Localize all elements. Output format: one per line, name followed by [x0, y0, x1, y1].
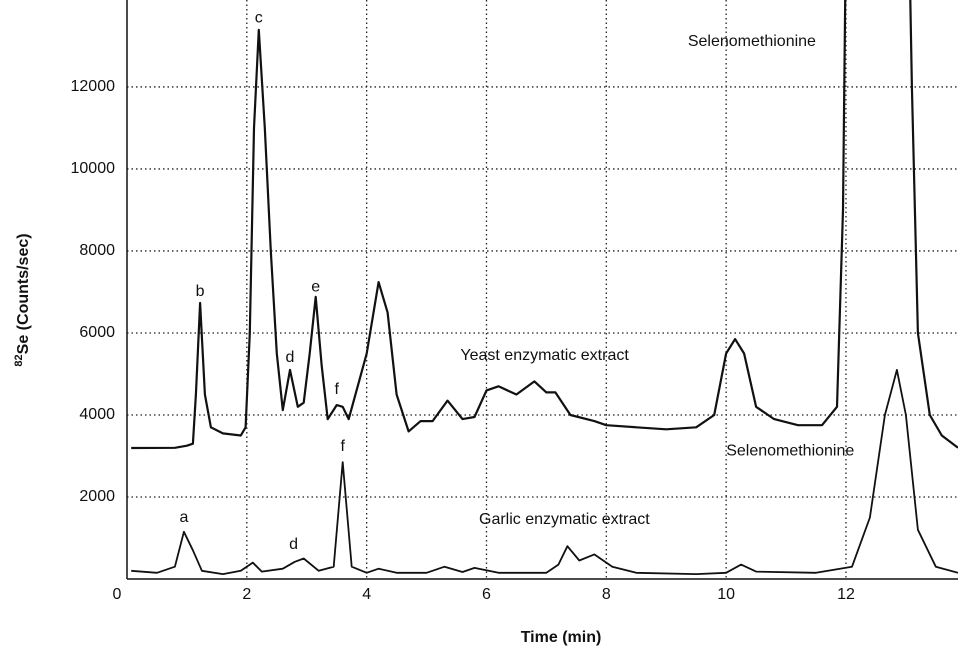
annotation: f: [334, 381, 339, 398]
annotation: e: [311, 278, 320, 295]
x-axis-label: Time (min): [521, 629, 602, 646]
y-tick-label: 2000: [79, 488, 115, 505]
x-tick-label: 6: [482, 586, 491, 603]
y-axis-label-text: Se (Counts/sec): [15, 233, 32, 354]
annotation: Selenomethionine: [688, 33, 816, 50]
y-tick-label: 8000: [79, 242, 115, 259]
series-line: [131, 369, 958, 575]
annotation: Selenomethionine: [726, 442, 854, 459]
annotation: c: [255, 9, 263, 26]
series-label: Yeast enzymatic extract: [460, 347, 629, 364]
x-tick-label: 12: [837, 586, 855, 603]
annotation: f: [340, 438, 345, 455]
x-tick-label: 2: [242, 586, 251, 603]
y-tick-label: 6000: [79, 324, 115, 341]
x-tick-label: 10: [717, 586, 735, 603]
annotation: b: [196, 283, 205, 300]
y-tick-label: 12000: [71, 78, 116, 95]
annotation: d: [286, 349, 295, 366]
x-tick-label: 8: [602, 586, 611, 603]
series-label: Garlic enzymatic extract: [479, 511, 650, 528]
series-line: [131, 0, 958, 450]
y-tick-label: 4000: [79, 406, 115, 423]
x-tick-label: 4: [362, 586, 371, 603]
y-axis-label: 82Se (Counts/sec): [13, 233, 32, 366]
annotation: d: [289, 536, 298, 553]
y-axis-label-superscript: 82: [13, 354, 25, 366]
x-tick-label: 0: [113, 586, 122, 603]
y-tick-label: 10000: [71, 160, 116, 177]
annotation: a: [179, 509, 188, 526]
